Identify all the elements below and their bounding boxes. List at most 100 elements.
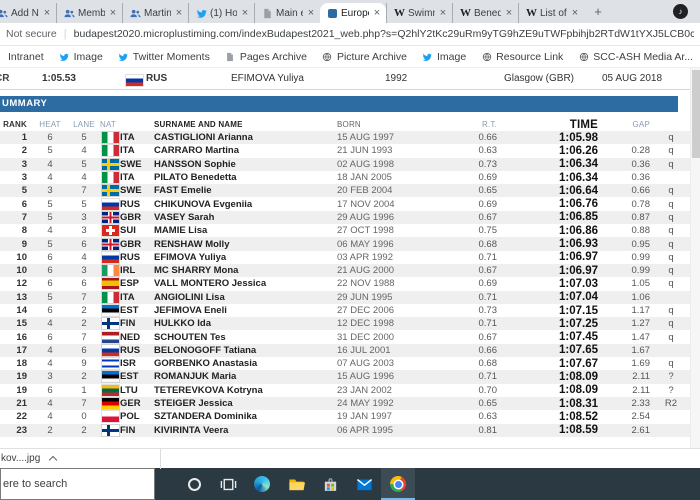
column-header: LANE	[73, 120, 95, 129]
cell-heat: 4	[47, 411, 53, 423]
cell-gap: 2.11	[632, 384, 650, 396]
logo-favicon-icon	[327, 8, 338, 19]
store-icon	[324, 477, 336, 491]
cell-heat: 6	[47, 132, 53, 144]
browser-tab[interactable]: Europe ×	[320, 3, 386, 23]
cell-gap: 0.78	[631, 198, 651, 210]
task-view-icon	[220, 478, 236, 490]
flag-icon	[102, 291, 119, 303]
cell-time: 1:06.64	[558, 184, 598, 197]
cell-gap: 1.17	[631, 305, 651, 316]
cell-lane: 7	[81, 398, 87, 410]
taskbar-cortana-button[interactable]	[177, 468, 211, 500]
cell-lane: 5	[81, 198, 87, 210]
cell-q: ?	[668, 371, 674, 383]
taskbar-store-button[interactable]	[313, 468, 347, 500]
tab-close-icon[interactable]: ×	[307, 7, 315, 19]
address-bar[interactable]: Not secure | budapest2020.microplustimin…	[0, 23, 700, 46]
result-row: 6 5 5 RUS CHIKUNOVA Evgeniia 17 NOV 2004 0.69 1…	[0, 197, 690, 210]
flag-icon	[102, 132, 119, 144]
cell-q: q	[668, 358, 674, 370]
tab-close-icon[interactable]: ×	[505, 7, 513, 19]
tab-title: Europe	[341, 7, 369, 19]
cell-gap: 0.95	[631, 238, 651, 250]
bookmark-item[interactable]: Picture Archive	[322, 51, 407, 63]
cell-flag	[100, 132, 120, 144]
tab-close-icon[interactable]: ×	[439, 7, 447, 19]
browser-tab[interactable]: Martin ×	[122, 3, 188, 23]
cell-rank: 8	[21, 225, 27, 237]
taskbar-edge-button[interactable]	[245, 468, 279, 500]
cell-born: 18 JAN 2005	[337, 172, 392, 184]
tab-close-icon[interactable]: ×	[109, 7, 117, 19]
cell-flag	[100, 185, 120, 197]
browser-tab[interactable]: Main e ×	[254, 3, 320, 23]
browser-tab[interactable]: (1) Ho ×	[188, 3, 254, 23]
cell-rt: 0.81	[478, 424, 498, 436]
bookmark-item[interactable]: Twitter Moments	[118, 51, 210, 63]
bookmark-item[interactable]: Pages Archive	[225, 51, 307, 63]
taskbar-chrome-button[interactable]	[381, 468, 415, 500]
cell-name: ANGIOLINI Lisa	[154, 291, 225, 303]
media-controls-icon[interactable]: ♪	[673, 4, 688, 19]
download-item[interactable]: kov....jpg	[0, 453, 58, 465]
record-flag-icon	[126, 75, 143, 86]
bookmark-item[interactable]: SCC-ASH Media Ar...	[578, 51, 693, 63]
bookmark-label: Picture Archive	[336, 50, 407, 63]
cell-heat: 4	[47, 225, 53, 237]
page-scrollbar[interactable]	[690, 68, 700, 448]
tab-close-icon[interactable]: ×	[43, 7, 51, 19]
cell-flag	[100, 291, 120, 303]
cell-born: 29 JUN 1995	[337, 291, 393, 303]
browser-tab-bar: Add N×Memb×Martin×(1) Ho×Main e×Europe×W…	[0, 0, 700, 23]
cell-gap: 0.36	[631, 158, 651, 170]
tab-close-icon[interactable]: ×	[241, 7, 249, 19]
url-text[interactable]: budapest2020.microplustiming.com/indexBu…	[73, 28, 694, 40]
summary-section-header: UMMARY	[0, 96, 678, 112]
bookmark-item[interactable]: Intranet	[8, 51, 44, 63]
cell-flag	[100, 318, 120, 330]
tab-close-icon[interactable]: ×	[373, 7, 381, 19]
bookmark-item[interactable]: Resource Link	[481, 51, 563, 63]
cell-q: R2	[664, 398, 678, 410]
taskbar-file-explorer-button[interactable]	[279, 468, 313, 500]
taskbar-search-text: ere to search	[3, 478, 68, 490]
result-row: 22 4 0 POL SZTANDERA Dominika 19 JAN 1997 0.63…	[0, 410, 690, 423]
cell-lane: 7	[81, 185, 87, 197]
flag-icon	[102, 265, 119, 277]
record-date: 05 AUG 2018	[602, 73, 663, 84]
cell-rt: 0.65	[478, 185, 498, 197]
cell-rt: 0.71	[478, 318, 498, 330]
cell-name: SCHOUTEN Tes	[154, 331, 226, 343]
tab-close-icon[interactable]: ×	[175, 7, 183, 19]
taskbar-search-input[interactable]: ere to search	[0, 468, 155, 500]
browser-tab[interactable]: W List of ×	[518, 3, 584, 23]
taskbar-task-view-button[interactable]	[211, 468, 245, 500]
browser-tab[interactable]: WSwimm ×	[386, 3, 452, 23]
cell-rank: 2	[21, 145, 27, 157]
cell-flag	[100, 384, 120, 396]
cell-flag	[100, 158, 120, 170]
new-tab-button[interactable]: +	[594, 4, 602, 19]
chevron-up-icon[interactable]	[49, 455, 58, 465]
not-secure-label: Not secure	[6, 28, 57, 40]
cell-lane: 2	[81, 371, 87, 383]
browser-tab[interactable]: W Bened ×	[452, 3, 518, 23]
cell-gap: 0.87	[631, 211, 651, 223]
cell-time: 1:07.65	[558, 344, 598, 357]
column-header: TIME	[569, 118, 598, 131]
result-row: 17 4 6 RUS BELONOGOFF Tatiana 16 JUL 2001 0.66…	[0, 343, 690, 358]
taskbar-mail-button[interactable]	[347, 468, 381, 500]
browser-tab[interactable]: Memb ×	[56, 3, 122, 23]
cell-flag	[100, 145, 120, 157]
cell-q: q	[668, 251, 674, 263]
bookmark-item[interactable]: Image	[59, 51, 103, 63]
scrollbar-thumb[interactable]	[692, 70, 700, 158]
browser-tab[interactable]: Add N ×	[0, 3, 56, 23]
tab-close-icon[interactable]: ×	[571, 7, 579, 19]
cell-time: 1:06.93	[558, 238, 598, 251]
cell-name: TETEREVKOVA Kotryna	[154, 384, 263, 396]
bookmark-item[interactable]: Image	[422, 51, 466, 63]
bookmark-label: Image	[436, 50, 467, 63]
result-row: 21 4 7 GER STEIGER Jessica 24 MAY 1992 0.65 1:0…	[0, 396, 690, 411]
